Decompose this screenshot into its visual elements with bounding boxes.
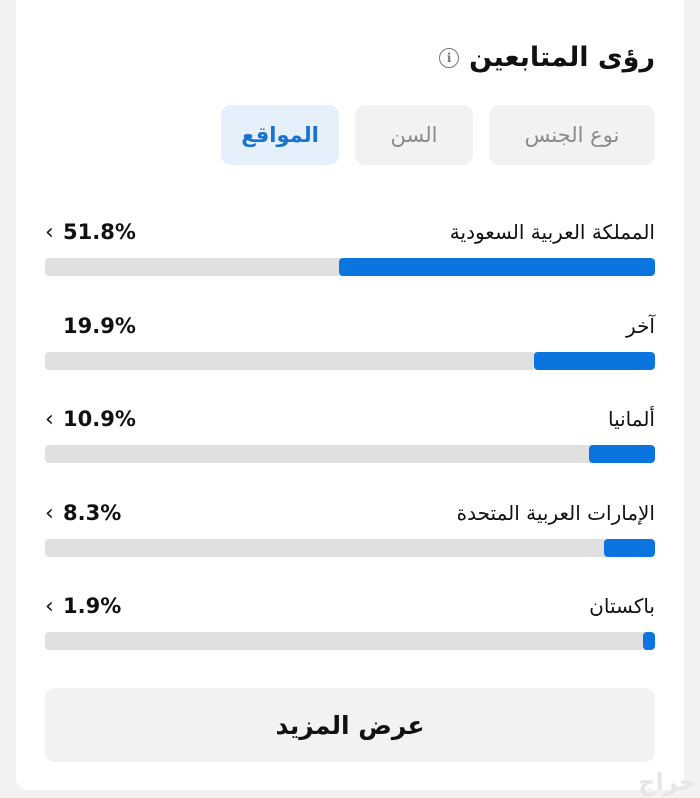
- tab-age[interactable]: السن: [355, 105, 473, 165]
- location-row[interactable]: ألمانيا ‹ 10.9%: [45, 407, 655, 477]
- progress-fill: [533, 351, 655, 370]
- card-header: رؤى المتابعين i: [439, 42, 655, 73]
- chevron-left-icon[interactable]: ‹: [45, 220, 54, 245]
- progress-track: [45, 632, 655, 650]
- chevron-left-icon[interactable]: ‹: [45, 500, 54, 526]
- progress-fill: [588, 445, 655, 463]
- show-more-button[interactable]: عرض المزيد: [45, 688, 655, 762]
- location-label: المملكة العربية السعودية: [449, 220, 655, 244]
- chevron-left-icon[interactable]: ‹: [45, 407, 54, 432]
- tab-gender[interactable]: نوع الجنس: [489, 105, 655, 165]
- location-percent: 19.9%: [63, 313, 136, 338]
- location-label: الإمارات العربية المتحدة: [456, 500, 655, 525]
- info-icon[interactable]: i: [439, 47, 460, 68]
- progress-track: [45, 538, 655, 557]
- progress-track: [45, 351, 655, 370]
- location-percent: 51.8%: [63, 220, 136, 244]
- progress-track: [45, 445, 655, 463]
- progress-fill: [339, 258, 655, 276]
- location-row[interactable]: باكستان ‹ 1.9%: [45, 594, 655, 664]
- location-row[interactable]: المملكة العربية السعودية ‹ 51.8%: [45, 220, 655, 290]
- location-label: آخر: [626, 313, 655, 338]
- location-percent: 10.9%: [63, 407, 136, 431]
- card-title: رؤى المتابعين: [469, 42, 655, 73]
- location-percent: 8.3%: [63, 500, 122, 525]
- chevron-left-icon[interactable]: ‹: [45, 594, 54, 619]
- location-row[interactable]: الإمارات العربية المتحدة ‹ 8.3%: [45, 501, 655, 571]
- location-label: باكستان: [589, 594, 655, 618]
- progress-track: [45, 258, 655, 276]
- location-percent: 1.9%: [63, 594, 122, 618]
- location-label: ألمانيا: [607, 407, 655, 431]
- watermark-logo: حراج: [638, 768, 696, 796]
- progress-fill: [604, 538, 655, 557]
- location-row: آخر 19.9%: [45, 314, 655, 384]
- tab-locations[interactable]: المواقع: [221, 105, 339, 165]
- progress-fill: [643, 632, 655, 650]
